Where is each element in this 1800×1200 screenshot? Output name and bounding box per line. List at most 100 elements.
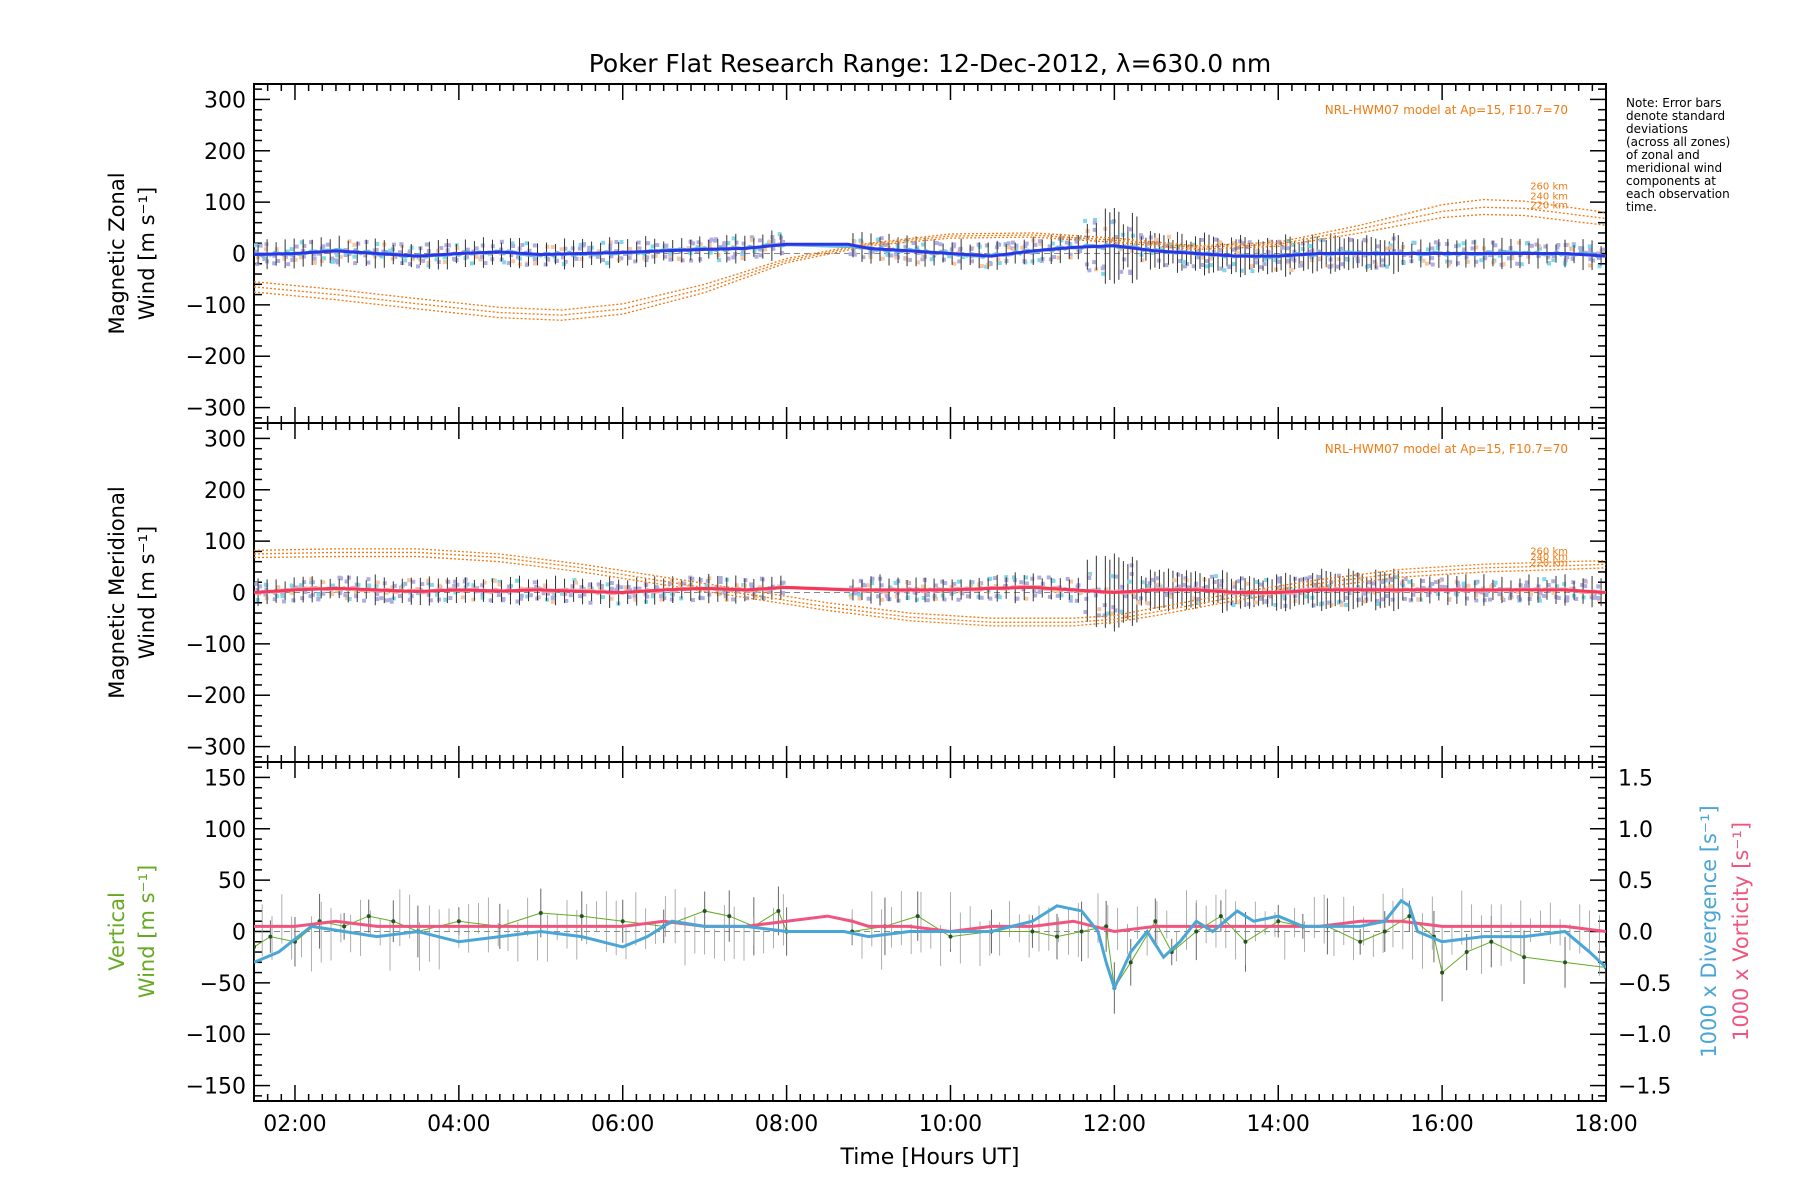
vertical-wind-point [915,914,920,919]
zone-point [299,240,304,245]
zone-point [435,592,440,597]
zone-point [465,247,470,252]
zone-point [1426,247,1431,252]
zone-point [1011,575,1016,580]
zone-point [869,579,874,584]
zone-point [520,242,525,247]
zone-point [857,596,862,601]
zone-point [1051,578,1056,583]
zone-point [1138,233,1143,238]
zone-point [426,260,431,265]
zone-point [1529,243,1534,248]
vertical-wind-point [1030,929,1035,934]
zone-point [289,583,294,588]
zone-point [771,246,776,251]
zone-point [1309,258,1314,263]
zone-point [894,252,899,257]
zone-point [704,583,709,588]
zone-point [579,257,584,262]
zone-point [894,594,899,599]
zone-point [1448,260,1453,265]
zone-point [263,247,268,252]
zone-point [993,576,998,581]
zone-point [1454,244,1459,249]
zone-point [1380,580,1385,585]
zone-point [740,252,745,257]
zone-point [1340,262,1345,267]
zone-point [446,243,451,248]
zone-point [1140,580,1145,585]
zone-point [718,575,723,580]
x-tick-label: 10:00 [919,1112,982,1137]
zone-point [289,247,294,252]
zone-point [1336,573,1341,578]
zone-point [1002,584,1007,589]
zone-point [471,597,476,602]
zone-point [374,583,379,588]
zone-point [321,244,326,249]
note-line: denote standard [1626,109,1725,123]
zone-point [1264,578,1269,583]
zone-point [1231,262,1236,267]
zone-point [741,241,746,246]
zone-point [1030,576,1035,581]
zone-point [1052,255,1057,260]
zone-point [543,262,548,267]
vertical-wind-point [1079,929,1084,934]
zone-point [403,581,408,586]
zone-point [957,259,962,264]
model-curve-240km [254,551,1606,623]
zone-point [938,242,943,247]
x-tick-label: 02:00 [263,1112,326,1137]
zone-point [907,257,912,262]
zone-point [644,258,649,263]
zone-point [1456,584,1461,589]
zone-point [1093,217,1098,222]
zone-point [1488,253,1493,258]
zone-point [1191,264,1196,269]
zone-point [455,582,460,587]
vertical-wind-point [579,914,584,919]
zone-point [645,255,650,260]
vertical-wind-point [1464,950,1469,955]
zone-point [614,587,619,592]
zone-point [718,580,723,585]
zone-point [460,595,465,600]
zone-point [1537,246,1542,251]
zone-point [1542,593,1547,598]
zone-point [1383,585,1388,590]
zone-point [1037,239,1042,244]
zone-point [848,593,853,598]
divergence-axis-label: 1000 x Divergence [s⁻¹] [1697,805,1721,1057]
zone-point [745,596,750,601]
zone-point [1356,585,1361,590]
y-tick-label: 100 [204,530,246,555]
zone-point [698,242,703,247]
zone-point [1537,595,1542,600]
zone-point [668,252,673,257]
zone-point [455,246,460,251]
zone-point [1601,247,1606,252]
zone-point [352,254,357,259]
zone-point [1168,594,1173,599]
zone-point [1059,238,1064,243]
zone-point [1033,593,1038,598]
zone-point [559,247,564,252]
zone-point [1555,245,1560,250]
zone-point [507,590,512,595]
zone-point [741,249,746,254]
zone-point [994,594,999,599]
zone-point [258,243,263,248]
zone-point [1376,601,1381,606]
zone-point [515,578,520,583]
zone-point [1285,246,1290,251]
zone-point [1596,584,1601,589]
zone-point [1411,592,1416,597]
zone-point [1380,263,1385,268]
zone-point [1552,254,1557,259]
model-curve-220km [254,213,1606,321]
zone-point [254,243,258,248]
zone-point [1074,598,1079,603]
zone-point [1384,593,1389,598]
zone-point [626,584,631,589]
